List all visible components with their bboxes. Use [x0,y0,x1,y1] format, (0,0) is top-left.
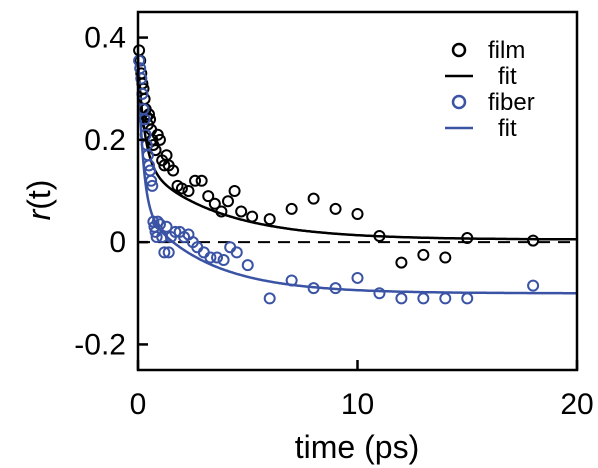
data-point-fiber [263,292,276,305]
data-point-film [461,232,474,245]
data-point-fiber [211,251,224,264]
data-point-film [417,248,430,261]
data-markers [133,44,540,305]
x-tick-label: 10 [341,388,374,421]
data-point-film [167,164,180,177]
data-point-fiber [153,218,166,231]
data-point-fiber [151,215,164,228]
data-point-fiber [241,259,254,272]
data-point-fiber [351,271,364,284]
data-point-film [221,195,234,208]
data-point-fiber [417,292,430,305]
data-point-fiber [138,113,151,126]
data-point-fiber [329,282,342,295]
data-point-fiber [150,231,163,244]
data-point-fiber [158,246,171,259]
data-point-fiber [160,220,173,233]
data-point-fiber [527,279,540,292]
data-point-fiber [307,282,320,295]
data-point-fiber [156,231,169,244]
fit-line [136,52,577,295]
x-tick-label: 0 [130,388,147,421]
legend-label: fiber [488,89,535,116]
data-point-film [195,174,208,187]
data-point-fiber [135,72,148,85]
data-point-fiber [230,246,243,259]
data-point-film [373,230,386,243]
data-point-film [182,185,195,197]
data-point-film [246,210,259,223]
data-point-fiber [169,225,182,238]
x-axis: 0 10 20 [130,360,594,421]
data-point-film [228,185,241,197]
legend-label: film [488,37,525,64]
legend-marker [451,42,467,58]
x-tick-label: 20 [560,388,593,421]
legend-label: fit [498,115,517,142]
data-point-fiber [146,179,159,192]
y-tick-label: 0 [109,226,126,259]
data-point-fiber [142,159,155,172]
data-point-fiber [145,174,158,187]
y-axis: -0.2 0 0.2 0.4 [74,22,148,361]
data-point-film [215,205,228,218]
data-point-film [175,182,188,195]
y-tick-label: 0.2 [84,124,126,157]
data-point-fiber [162,246,175,259]
data-point-fiber [395,292,408,305]
y-axis-title: r(t) [21,180,57,221]
plot-area [133,44,577,305]
data-point-film [285,202,298,215]
data-point-fiber [461,292,474,305]
data-point-fiber [373,287,386,300]
legend-label: fit [498,63,517,90]
y-tick-label: -0.2 [74,328,126,361]
x-axis-title: time (ps) [295,429,419,465]
data-point-film [527,234,540,247]
data-point-fiber [285,274,298,287]
data-point-fiber [439,292,452,305]
legend-marker [451,94,467,110]
data-point-film [307,192,320,205]
data-point-film [329,202,342,215]
fit-line [136,60,577,241]
data-point-film [189,174,202,187]
data-point-film [235,205,248,218]
y-axis-title-rest: (t) [21,180,57,210]
fit-curves [136,52,577,295]
y-axis-title-italic: r [21,208,57,220]
data-point-film [263,213,276,226]
data-point-film [439,251,452,264]
data-point-fiber [204,251,217,264]
data-point-film [395,256,408,269]
data-point-film [208,197,221,210]
data-point-film [351,208,364,221]
data-point-film [153,133,166,146]
y-tick-label: 0.4 [84,22,126,55]
data-point-film [202,190,215,203]
data-point-fiber [217,254,230,267]
